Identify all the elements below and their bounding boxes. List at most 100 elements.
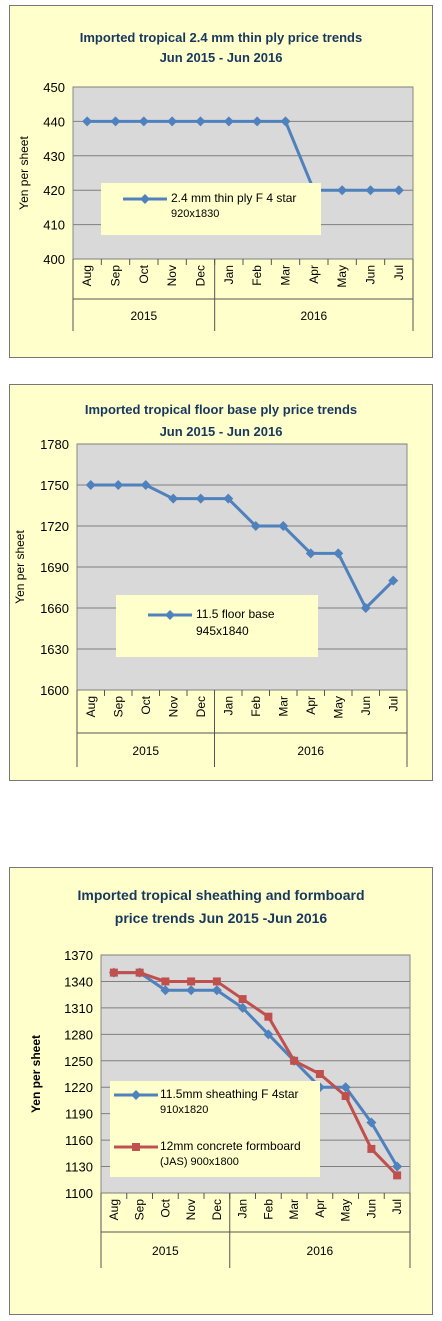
chart2-y-tick-label: 1630: [40, 642, 69, 657]
chart1-series-1-point: [223, 116, 234, 127]
chart-title-line-3: Imported tropical sheathing and formboar…: [77, 887, 365, 903]
chart2-series-1-point: [223, 493, 234, 504]
chart1-x-tick-label: Feb: [250, 265, 264, 286]
chart3-y-tick-label: 1190: [65, 1107, 93, 1122]
chart2-series-1-point: [140, 480, 151, 490]
chart3-x-tick-label: Jun: [364, 1199, 378, 1218]
chart1-x-tick-label: Dec: [194, 265, 208, 286]
chart3-x-tick-label: Oct: [158, 1198, 172, 1217]
chart2-series-1-point: [278, 521, 289, 531]
chart3-series-2-point: [187, 977, 196, 986]
chart2-series-1-point: [305, 548, 316, 559]
chart3-x-tick-label: Nov: [184, 1199, 198, 1220]
chart1-series-1-point: [138, 116, 149, 127]
chart3-series-2-point: [315, 1070, 324, 1078]
legend-2: 11.5 floor base 945x1840: [116, 595, 318, 657]
chart3-y-axis-label: Yen per sheet: [29, 1035, 43, 1113]
chart3-series-1-line: [113, 971, 399, 1168]
chart1-series-1-point: [393, 185, 404, 196]
chart3-y-tick-label: 1220: [64, 1080, 93, 1095]
chart3-series-2-point: [238, 995, 247, 1004]
chart3-x-tick-label: Jan: [236, 1199, 250, 1218]
chart3-series-2-point: [341, 1092, 350, 1101]
chart1-series-1-point: [365, 185, 376, 196]
chart-title-line-2: Imported tropical floor base ply price t…: [84, 402, 358, 417]
chart2-year-label: 2015: [132, 744, 159, 758]
chart-subtitle-line-2: Jun 2015 - Jun 2016: [159, 424, 283, 439]
chart2-y-axis-label: Yen per sheet: [13, 530, 27, 604]
chart3-x-tick-label: Aug: [107, 1199, 121, 1220]
legend-3-swatch-1: [114, 1090, 158, 1100]
chart1-series-1-point: [110, 116, 121, 127]
chart1-x-tick-label: Jun: [364, 265, 378, 284]
chart3-y-tick-label: 1340: [64, 974, 93, 989]
chart1-x-tick-label: May: [335, 265, 349, 288]
legend-3-label-2: 12mm concrete formboard: [160, 1139, 301, 1153]
legend-1-swatch: [123, 194, 167, 204]
legend-3-swatch-2: [114, 1143, 158, 1151]
chart3-series-2-point: [161, 977, 170, 986]
chart3-x-tick-label: Feb: [261, 1199, 275, 1220]
legend-3-sublabel-2: (JAS) 900x1800: [160, 1156, 239, 1168]
chart1-x-tick-label: Jul: [392, 265, 406, 280]
chart1-series-1-point: [337, 185, 348, 196]
chart-title-1: Imported tropical 2.4 mm thin ply price …: [10, 28, 432, 68]
chart2-year-label: 2016: [297, 744, 324, 758]
chart3-series-1-point: [186, 985, 197, 996]
chart1-series-1-point: [252, 116, 263, 127]
chart3-series-1-point: [211, 985, 222, 996]
chart2-series-1-point: [360, 603, 371, 613]
chart3-x-tick-label: Apr: [313, 1199, 327, 1218]
chart3-year-label: 2016: [307, 1244, 334, 1258]
chart1-series-1-point: [167, 116, 178, 127]
chart-title-3: Imported tropical sheathing and formboar…: [10, 884, 432, 930]
chart3-y-tick-label: 1130: [65, 1160, 93, 1175]
chart1-x-tick-label: Oct: [137, 264, 151, 283]
chart2-x-tick-label: Feb: [249, 696, 263, 717]
legend-1: 2.4 mm thin ply F 4 star 920x1830: [101, 183, 321, 235]
chart1-series-1-point: [82, 116, 93, 127]
chart2-x-tick-label: Mar: [276, 696, 290, 717]
chart2-x-tick-label: Aug: [84, 696, 98, 717]
chart3-series-1-point: [340, 1082, 351, 1093]
chart1-x-tick-label: Apr: [307, 265, 321, 284]
chart2-x-tick-label: Nov: [166, 696, 180, 717]
chart3-series-1-point: [237, 1002, 248, 1013]
chart2-y-tick-label: 1720: [40, 519, 69, 534]
chart2-series-1-point: [113, 480, 124, 490]
chart3-series-2-point: [290, 1056, 299, 1065]
chart-subtitle-line-1: Jun 2015 - Jun 2016: [159, 50, 283, 65]
chart3-y-tick-label: 1280: [64, 1027, 93, 1042]
chart3-series-1-point: [263, 1029, 274, 1040]
chart1-x-tick-label: Jan: [222, 265, 236, 284]
legend-2-swatch: [148, 610, 192, 620]
chart3-series-2-point: [367, 1144, 376, 1153]
chart2-x-tick-label: Jul: [386, 696, 400, 711]
chart2-series-1-point: [388, 575, 399, 586]
chart3-series-2-point: [109, 968, 118, 977]
chart2-x-tick-label: Oct: [139, 695, 153, 714]
chart1-y-tick-label: 400: [43, 252, 65, 267]
chart3-series-2-line: [113, 971, 399, 1177]
chart1-x-tick-label: Mar: [279, 265, 293, 286]
chart2-y-tick-label: 1690: [40, 560, 69, 575]
chart2-x-tick-label: Dec: [194, 696, 208, 717]
chart2-x-tick-label: Apr: [304, 696, 318, 715]
chart3-series-2-point: [393, 1171, 402, 1180]
chart1-x-tick-label: Nov: [165, 265, 179, 286]
chart2-series-1-point: [195, 493, 206, 504]
chart3-series-2-point: [212, 977, 221, 986]
legend-3-sublabel-1: 910x1820: [160, 1104, 209, 1116]
chart3-series-1-point: [366, 1117, 377, 1128]
chart-title-2: Imported tropical floor base ply price t…: [10, 399, 432, 443]
chart1-x-tick-label: Sep: [109, 265, 123, 287]
legend-3: 11.5mm sheathing F 4star 910x1820 12mm c…: [110, 1081, 320, 1177]
chart2-series-1-point: [168, 493, 179, 504]
chart3-x-tick-label: Dec: [210, 1199, 224, 1220]
chart2-y-tick-label: 1780: [40, 437, 69, 452]
chart3-series-2-point: [264, 1012, 273, 1021]
chart2-x-tick-label: Sep: [111, 696, 125, 718]
chart2-series-1-point: [250, 521, 261, 531]
chart1-y-tick-label: 430: [43, 149, 65, 164]
chart3-y-tick-label: 1370: [64, 948, 93, 963]
